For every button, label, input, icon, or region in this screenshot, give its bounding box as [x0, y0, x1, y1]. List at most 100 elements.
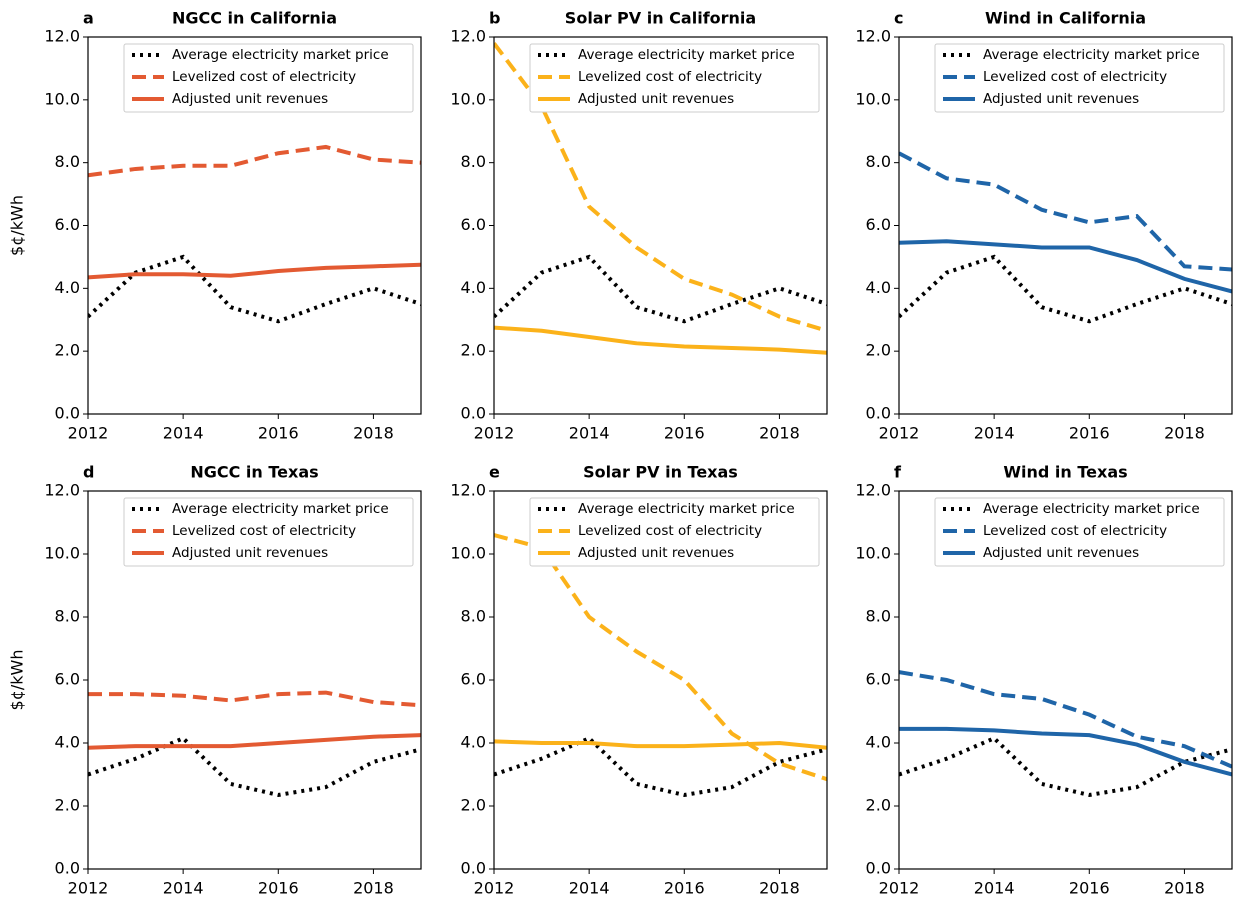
y-tick-label: 0.0	[866, 404, 891, 423]
x-tick-label: 2018	[759, 879, 800, 898]
panel-label: a	[83, 9, 94, 28]
x-tick-label: 2012	[879, 879, 920, 898]
y-tick-label: 10.0	[44, 89, 80, 108]
y-tick-label: 2.0	[461, 796, 486, 815]
y-tick-label: 0.0	[55, 859, 80, 878]
y-tick-label: 8.0	[461, 607, 486, 626]
y-tick-label: 0.0	[866, 859, 891, 878]
y-tick-label: 2.0	[866, 796, 891, 815]
y-tick-label: 12.0	[450, 27, 486, 46]
x-tick-label: 2016	[1069, 879, 1110, 898]
y-tick-label: 8.0	[461, 152, 486, 171]
series-line	[899, 239, 1232, 294]
series-line	[88, 690, 421, 708]
legend-label: Levelized cost of electricity	[983, 69, 1167, 85]
x-tick-label: 2016	[258, 879, 299, 898]
x-tick-label: 2016	[1069, 424, 1110, 443]
legend-box	[529, 497, 820, 567]
x-tick-label: 2012	[879, 424, 920, 443]
series-line	[899, 670, 1232, 769]
series-line	[494, 325, 827, 355]
series-line	[88, 262, 421, 280]
series-line	[494, 42, 827, 333]
x-tick-label: 2012	[68, 879, 109, 898]
y-tick-label: 10.0	[450, 544, 486, 563]
chart-title: Wind in Texas	[1003, 463, 1127, 482]
chart-title: Solar PV in Texas	[583, 463, 738, 482]
plot-frame	[898, 36, 1233, 415]
legend-label: Average electricity market price	[578, 47, 795, 63]
y-tick-label: 10.0	[855, 544, 891, 563]
y-tick-label: 0.0	[55, 404, 80, 423]
series-line	[494, 254, 827, 324]
y-tick-label: 4.0	[461, 733, 486, 752]
y-tick-label: 6.0	[55, 670, 80, 689]
x-tick-label: 2016	[664, 424, 705, 443]
legend-label: Adjusted unit revenues	[983, 91, 1139, 107]
y-tick-label: 12.0	[44, 481, 80, 500]
x-tick-label: 2014	[163, 424, 204, 443]
legend-box	[529, 43, 820, 113]
plot-frame	[87, 36, 422, 415]
series-line	[494, 735, 827, 798]
legend-box	[934, 43, 1225, 113]
legend-label: Average electricity market price	[172, 47, 389, 63]
y-tick-label: 4.0	[55, 278, 80, 297]
panel-label: c	[894, 9, 903, 28]
series-line	[899, 735, 1232, 798]
series-line	[88, 254, 421, 324]
y-tick-label: 12.0	[855, 27, 891, 46]
x-tick-label: 2012	[68, 424, 109, 443]
legend-label: Adjusted unit revenues	[578, 545, 734, 561]
x-tick-label: 2018	[1164, 424, 1205, 443]
legend-label: Adjusted unit revenues	[983, 545, 1139, 561]
plot-frame	[898, 490, 1233, 870]
y-tick-label: 6.0	[461, 670, 486, 689]
y-tick-label: 12.0	[450, 481, 486, 500]
panel-label: f	[894, 463, 902, 482]
plot-frame	[493, 36, 828, 415]
x-tick-label: 2014	[569, 424, 610, 443]
y-tick-label: 12.0	[855, 481, 891, 500]
y-tick-label: 10.0	[855, 89, 891, 108]
x-tick-label: 2018	[353, 879, 394, 898]
series-line	[494, 739, 827, 750]
legend-label: Average electricity market price	[578, 501, 795, 517]
y-tick-label: 10.0	[44, 544, 80, 563]
y-axis-label: $¢/kWh	[8, 195, 27, 256]
y-tick-label: 0.0	[461, 859, 486, 878]
x-tick-label: 2012	[474, 424, 515, 443]
x-tick-label: 2014	[974, 424, 1015, 443]
y-tick-label: 4.0	[55, 733, 80, 752]
y-tick-label: 4.0	[866, 278, 891, 297]
y-tick-label: 2.0	[866, 341, 891, 360]
legend-label: Levelized cost of electricity	[578, 523, 762, 539]
legend-label: Average electricity market price	[983, 47, 1200, 63]
panel-label: d	[83, 463, 94, 482]
legend-label: Adjusted unit revenues	[578, 91, 734, 107]
legend-label: Adjusted unit revenues	[172, 545, 328, 561]
panel-label: b	[489, 9, 500, 28]
legend-label: Adjusted unit revenues	[172, 91, 328, 107]
y-tick-label: 2.0	[55, 796, 80, 815]
y-tick-label: 4.0	[866, 733, 891, 752]
y-tick-label: 8.0	[866, 607, 891, 626]
series-line	[899, 726, 1232, 777]
y-tick-label: 2.0	[461, 341, 486, 360]
chart-title: Solar PV in California	[565, 9, 756, 28]
x-tick-label: 2014	[974, 879, 1015, 898]
y-tick-label: 6.0	[866, 215, 891, 234]
y-tick-label: 6.0	[866, 670, 891, 689]
chart-title: NGCC in Texas	[190, 463, 318, 482]
legend-label: Levelized cost of electricity	[578, 69, 762, 85]
legend-label: Average electricity market price	[983, 501, 1200, 517]
x-tick-label: 2014	[569, 879, 610, 898]
y-tick-label: 6.0	[461, 215, 486, 234]
plot-frame	[493, 490, 828, 870]
y-tick-label: 8.0	[866, 152, 891, 171]
panel-label: e	[489, 463, 500, 482]
legend-label: Levelized cost of electricity	[983, 523, 1167, 539]
legend-box	[934, 497, 1225, 567]
x-tick-label: 2014	[163, 879, 204, 898]
